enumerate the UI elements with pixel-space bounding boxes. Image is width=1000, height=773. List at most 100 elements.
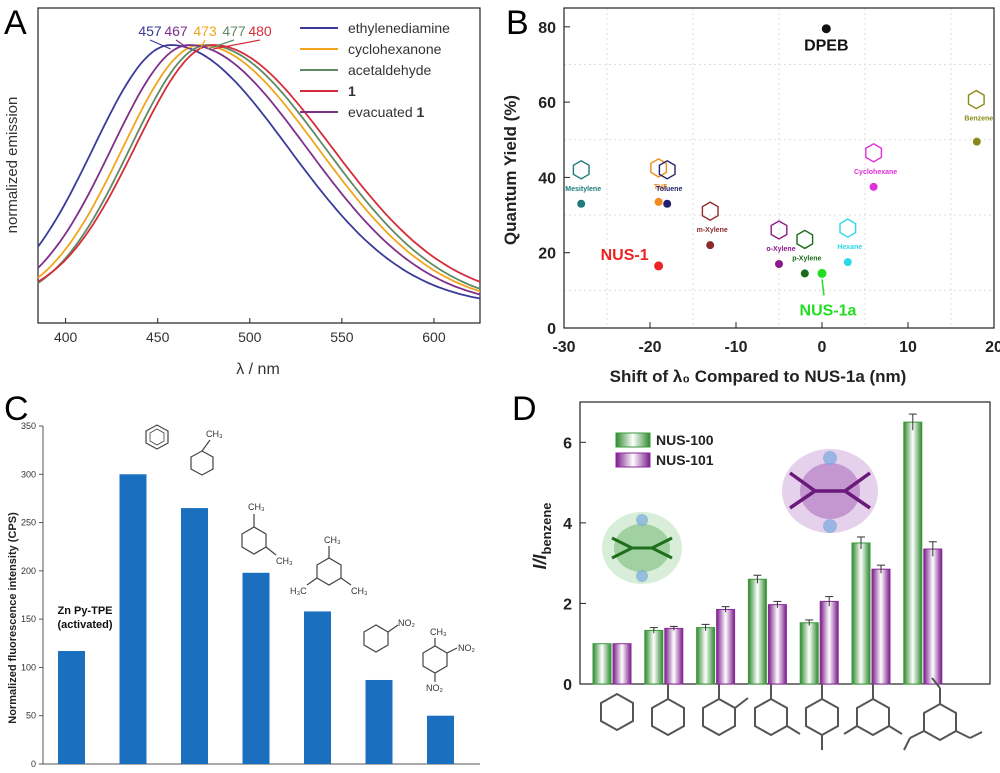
nitrobenzene-no2-label: NO₂ <box>398 618 416 628</box>
panel-b-frame <box>563 7 995 329</box>
x-tick-label: 550 <box>330 329 354 345</box>
point-benzene <box>972 137 981 146</box>
bar-0 <box>58 651 85 764</box>
legend-label-cyclohexanone: cyclohexanone <box>348 41 442 57</box>
panel-a-x-axis: 400 450 500 550 600 <box>54 318 446 345</box>
panel-d: D I/Ibenzene 0 2 4 6 NUS-100 NUS-101 <box>512 390 991 751</box>
panel-b: B -30 -20 -10 0 10 20 0 20 40 60 80 Quantum Yield … <box>501 4 1000 386</box>
panel-a-peak-labels: 457 467 473 477 480 <box>138 23 272 50</box>
peak-arrow-457 <box>149 39 171 50</box>
y-tick-label: 50 <box>26 711 36 721</box>
hexane-icon <box>839 218 857 238</box>
y-tick-label: 0 <box>547 321 556 338</box>
y-tick-label: 200 <box>21 566 36 576</box>
panel-b-xlabel: Shift of λ₀ Compared to NUS-1a (nm) <box>610 367 907 386</box>
mesitylene-icon <box>316 557 342 586</box>
panel-a: A normalized emission λ / nm 400 450 500 55… <box>4 4 481 378</box>
framework-illustration-nus-100 <box>602 512 682 584</box>
nus-1a-arrow <box>821 279 825 296</box>
y-tick-label: 20 <box>538 246 556 263</box>
framework-illustration-nus-101 <box>782 449 878 533</box>
peak-arrow-477 <box>207 39 235 50</box>
point-label-p-xylene: p-Xylene <box>792 255 821 262</box>
legend-label-evacuated-1: evacuated 1 <box>348 104 425 120</box>
y-tick-label: 80 <box>538 20 556 37</box>
y-tick-label: 350 <box>21 421 36 431</box>
peak-label-477: 477 <box>222 23 246 39</box>
bar-nus-100-5 <box>851 542 871 685</box>
d-mxylene-icon <box>754 697 788 737</box>
panel-b-axes: -30 -20 -10 0 10 20 0 20 40 60 80 <box>538 20 1000 356</box>
point-label-hexane: Hexane <box>837 244 862 251</box>
bar-5 <box>365 679 393 764</box>
mxylene-ch3-label-right: CH₃ <box>276 556 293 566</box>
y-tick-label: 100 <box>21 662 36 672</box>
legend-label-nus-100: NUS-100 <box>656 432 714 448</box>
y-tick-label: 4 <box>563 516 572 533</box>
mesitylene-h3c-label: H₃C <box>290 586 307 596</box>
point-m-xylene <box>706 241 715 250</box>
point-label-nus-1a: NUS-1a <box>800 302 857 319</box>
x-tick-label: 20 <box>985 339 1000 356</box>
benzene-icon <box>967 89 985 110</box>
benzene-icon <box>145 424 169 450</box>
emission-curve-evacuated-1 <box>37 44 481 296</box>
x-tick-label: 600 <box>422 329 446 345</box>
panel-a-legend: ethylenediamine cyclohexanone acetaldehy… <box>300 20 450 120</box>
toluene-icon <box>190 450 214 476</box>
toluene-icon <box>658 159 676 180</box>
cyclohexane-icon <box>865 142 883 163</box>
x-tick-label: -20 <box>638 339 661 356</box>
bar-nus-101-6 <box>923 548 943 685</box>
peak-label-457: 457 <box>138 23 162 39</box>
emission-curve-cyclohexanone <box>37 44 481 293</box>
point-nus-1a <box>817 268 827 278</box>
legend-label-acetaldehyde: acetaldehyde <box>348 62 432 78</box>
panel-c-substituent-labels: CH₃ CH₃ CH₃ CH₃ CH₃ H₃C NO₂ CH₃ NO₂ NO₂ <box>206 429 476 693</box>
x-tick-label: 400 <box>54 329 78 345</box>
first-bar-label-line1: Zn Py-TPE <box>57 605 112 617</box>
point-label-mesitylene: Mesitylene <box>565 186 601 193</box>
bar-1 <box>119 474 147 764</box>
panel-c-bars <box>58 474 454 764</box>
x-tick-label: -10 <box>724 339 747 356</box>
bar-4 <box>304 611 331 764</box>
mxylene-ch3-label-top: CH₃ <box>248 502 265 512</box>
panel-d-ylabel: I/Ibenzene <box>530 502 554 569</box>
panel-b-ylabel: Quantum Yield (%) <box>501 95 520 245</box>
point-thf <box>654 197 663 206</box>
d-benzene-icon <box>600 692 634 732</box>
bar-nus-101-2 <box>716 608 736 685</box>
dnt-ch3-label: CH₃ <box>430 627 447 637</box>
point-mesitylene <box>577 199 586 208</box>
emission-curve-ethylenediamine <box>37 44 481 300</box>
point-cyclohexane <box>869 182 878 191</box>
y-tick-label: 0 <box>563 677 572 694</box>
y-tick-label: 60 <box>538 95 556 112</box>
point-label-thf: THF <box>654 184 668 191</box>
panel-c: C Normalized fluorescence intensity (CPS… <box>4 390 480 769</box>
panel-c-molecules <box>145 424 458 682</box>
x-tick-label: -30 <box>552 339 575 356</box>
first-bar-label-line2: (activated) <box>57 619 112 631</box>
panel-d-letter: D <box>512 390 537 428</box>
dinitrotoluene-icon <box>422 645 448 674</box>
d-triethylbenzene-icon <box>923 702 957 742</box>
p-xylene-icon <box>796 229 814 250</box>
point-hexane <box>843 258 852 267</box>
o-xylene-icon <box>770 220 788 240</box>
bar-3 <box>242 572 270 764</box>
panel-a-letter: A <box>4 4 27 42</box>
mesitylene-ch3-label-right: CH₃ <box>351 586 368 596</box>
point-dpeb <box>821 24 831 34</box>
point-p-xylene <box>800 269 809 278</box>
panel-c-ylabel: Normalized fluorescence intensity (CPS) <box>7 512 19 724</box>
mesitylene-icon <box>572 159 590 180</box>
panel-d-bars <box>592 413 943 685</box>
peak-label-467: 467 <box>164 23 188 39</box>
x-tick-label: 0 <box>818 339 827 356</box>
d-pxylene-icon <box>805 697 839 737</box>
panel-b-molecule-icons <box>572 89 985 250</box>
bar-nus-100-0 <box>592 643 612 685</box>
